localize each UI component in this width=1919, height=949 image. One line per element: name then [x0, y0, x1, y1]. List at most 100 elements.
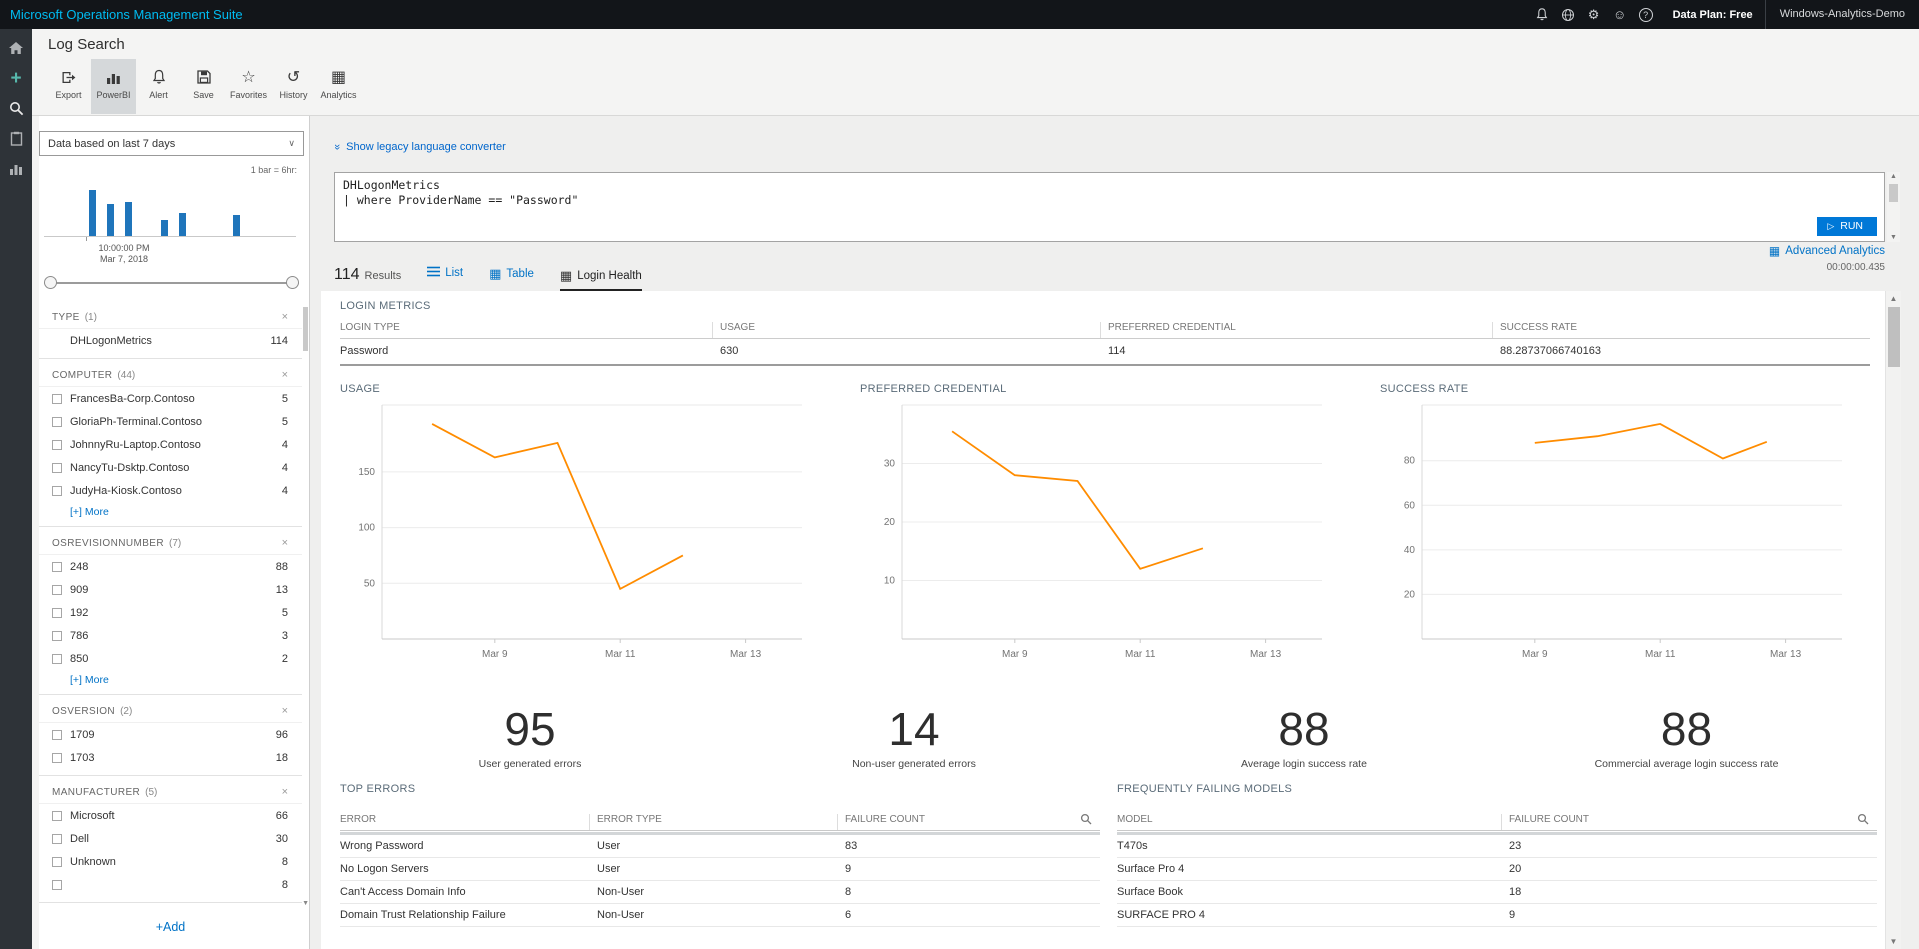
facet-item[interactable]: Unknown 8	[39, 850, 302, 873]
checkbox[interactable]	[52, 833, 62, 844]
facet-item[interactable]: 192 5	[39, 601, 302, 624]
search-icon[interactable]	[1080, 813, 1092, 828]
facet-item[interactable]: Dell 30	[39, 827, 302, 850]
scrollbar-thumb[interactable]	[1888, 307, 1900, 367]
slider-handle-right[interactable]	[286, 276, 299, 289]
scroll-up-icon[interactable]: ▲	[1889, 294, 1898, 303]
checkbox[interactable]	[52, 856, 62, 867]
advanced-analytics-link[interactable]: ▦ Advanced Analytics	[1768, 244, 1885, 258]
time-range-slider[interactable]	[44, 276, 299, 291]
login-metrics-title: LOGIN METRICS	[340, 300, 431, 312]
facet-item[interactable]: GloriaPh-Terminal.Contoso 5	[39, 410, 302, 433]
close-icon[interactable]: ×	[281, 537, 288, 549]
powerbi-button[interactable]: PowerBI	[91, 59, 136, 114]
globe-icon[interactable]	[1555, 0, 1581, 29]
checkbox[interactable]	[52, 439, 62, 450]
powerbi-icon	[105, 67, 122, 87]
kpi: 88 Average login success rate	[1241, 703, 1367, 771]
save-button[interactable]: Save	[181, 59, 226, 114]
alert-button[interactable]: Alert	[136, 59, 181, 114]
scrollbar-thumb[interactable]	[303, 307, 308, 351]
scroll-down-icon[interactable]: ▼	[1890, 234, 1897, 241]
facet-item[interactable]: 909 13	[39, 578, 302, 601]
time-range-dropdown[interactable]: Data based on last 7 days ∨	[39, 131, 304, 156]
facet-item[interactable]: FrancesBa-Corp.Contoso 5	[39, 387, 302, 410]
log-search-icon[interactable]	[3, 97, 29, 119]
facet-manufacturer: MANUFACTURER (5) × Microsoft 66	[39, 776, 302, 903]
checkbox[interactable]	[52, 584, 62, 595]
svg-text:Mar 13: Mar 13	[730, 649, 762, 660]
topbar: Microsoft Operations Management Suite ⚙ …	[0, 0, 1919, 29]
svg-text:Mar 11: Mar 11	[1645, 649, 1676, 660]
close-icon[interactable]: ×	[281, 786, 288, 798]
query-input[interactable]: DHLogonMetrics | where ProviderName == "…	[335, 173, 1884, 241]
query-scrollbar[interactable]: ▲ ▼	[1887, 172, 1900, 242]
facet-item[interactable]: Microsoft 66	[39, 804, 302, 827]
run-button[interactable]: ▷ RUN	[1817, 217, 1877, 236]
history-button[interactable]: ↺ History	[279, 69, 308, 100]
tab-login-health[interactable]: ▦ Login Health	[559, 269, 642, 291]
checkbox[interactable]	[52, 462, 62, 473]
sidebar-scrollbar[interactable]	[302, 301, 309, 949]
more-link[interactable]: [+] More	[70, 674, 109, 686]
scrollbar-thumb[interactable]	[1889, 184, 1898, 202]
legacy-converter-link[interactable]: » Show legacy language converter	[331, 141, 506, 153]
kpi: 88 Commercial average login success rate	[1594, 703, 1779, 771]
home-icon[interactable]	[3, 37, 29, 59]
settings-gear-icon[interactable]: ⚙	[1587, 6, 1600, 22]
checkbox[interactable]	[52, 810, 62, 821]
add-button[interactable]: +Add	[155, 920, 186, 934]
facet-item[interactable]: 1703 18	[39, 746, 302, 769]
scroll-down-icon[interactable]: ▼	[1889, 937, 1898, 946]
table-row: No Logon Servers User 9	[340, 858, 1100, 881]
checkbox[interactable]	[52, 879, 62, 890]
table-row: Can't Access Domain Info Non-User 8	[340, 881, 1100, 904]
tab-list[interactable]: List	[427, 266, 463, 291]
help-icon[interactable]: ?	[1633, 0, 1659, 29]
checkbox[interactable]	[52, 416, 62, 427]
export-button[interactable]: Export	[46, 59, 91, 114]
checkbox[interactable]	[52, 729, 62, 740]
checkbox[interactable]	[52, 630, 62, 641]
workspace-name[interactable]: Windows-Analytics-Demo	[1764, 0, 1919, 29]
scroll-down-icon[interactable]: ▼	[302, 900, 309, 907]
svg-text:60: 60	[1404, 500, 1416, 511]
results-scrollbar[interactable]: ▲ ▼	[1885, 291, 1901, 949]
close-icon[interactable]: ×	[281, 311, 288, 323]
facet-item[interactable]: 1709 96	[39, 723, 302, 746]
checkbox[interactable]	[52, 607, 62, 618]
close-icon[interactable]: ×	[281, 705, 288, 717]
notifications-icon[interactable]	[1529, 0, 1555, 29]
facet-item[interactable]: 850 2	[39, 647, 302, 670]
facet-item[interactable]: 248 88	[39, 555, 302, 578]
add-solution-icon[interactable]: +	[10, 67, 22, 89]
table-row: Surface Book 18	[1117, 881, 1877, 904]
facet-item[interactable]: 8	[39, 873, 302, 896]
slider-handle-left[interactable]	[44, 276, 57, 289]
checkbox[interactable]	[52, 752, 62, 763]
checkbox[interactable]	[52, 653, 62, 664]
close-icon[interactable]: ×	[281, 369, 288, 381]
search-icon[interactable]	[1857, 813, 1869, 828]
more-link[interactable]: [+] More	[70, 506, 109, 518]
svg-text:150: 150	[358, 467, 375, 478]
scroll-up-icon[interactable]: ▲	[1890, 173, 1897, 180]
facet-item[interactable]: 786 3	[39, 624, 302, 647]
feedback-smiley-icon[interactable]: ☺	[1612, 7, 1627, 22]
facet-item[interactable]: NancyTu-Dsktp.Contoso 4	[39, 456, 302, 479]
table-row: Surface Pro 4 20	[1117, 858, 1877, 881]
checkbox[interactable]	[52, 561, 62, 572]
analytics-button[interactable]: ▦ Analytics	[320, 69, 357, 100]
checkbox[interactable]	[52, 485, 62, 496]
slider-selected-range	[51, 282, 292, 284]
facet-item[interactable]: JohnnyRu-Laptop.Contoso 4	[39, 433, 302, 456]
checkbox[interactable]	[52, 393, 62, 404]
facet-item[interactable]: DHLogonMetrics 114	[70, 334, 288, 347]
usage-chart-icon[interactable]	[3, 157, 29, 179]
facet-item[interactable]: JudyHa-Kiosk.Contoso 4	[39, 479, 302, 502]
clipboard-icon[interactable]	[3, 127, 29, 149]
favorites-button[interactable]: ☆ Favorites	[229, 69, 267, 100]
toolbar-divider	[32, 115, 1919, 116]
page-chrome: Log Search Export PowerBI Alert	[32, 29, 1919, 949]
tab-table[interactable]: ▦ Table	[489, 266, 534, 281]
